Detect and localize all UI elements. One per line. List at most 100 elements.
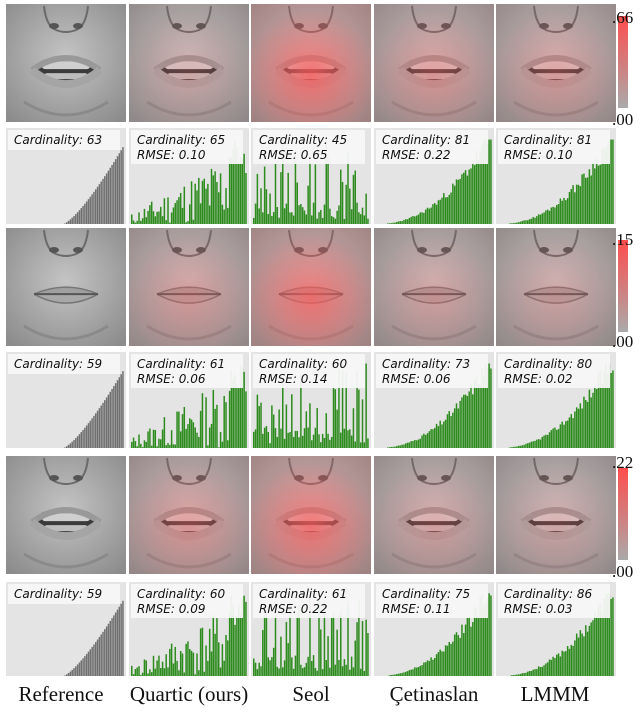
histogram-bar bbox=[352, 667, 355, 676]
histogram-bar bbox=[482, 139, 485, 224]
histogram-bar bbox=[280, 636, 282, 676]
histogram-bar bbox=[87, 651, 90, 676]
histogram-bar bbox=[100, 405, 102, 448]
histogram-bar bbox=[358, 212, 360, 224]
histogram-bar bbox=[479, 597, 481, 676]
histogram-bar bbox=[278, 668, 280, 676]
histogram-bar bbox=[245, 391, 247, 448]
histogram-bar bbox=[152, 429, 155, 448]
histogram-bar bbox=[414, 216, 416, 224]
histogram-bar bbox=[236, 384, 238, 448]
histogram-bar bbox=[82, 429, 84, 448]
histogram-bar bbox=[473, 379, 476, 448]
histogram-bar bbox=[554, 427, 556, 448]
histogram-bar bbox=[581, 633, 583, 676]
histogram-bar bbox=[294, 430, 297, 448]
histogram-bar bbox=[361, 399, 364, 448]
histogram-bar bbox=[486, 367, 489, 448]
histogram-bar bbox=[453, 634, 456, 676]
histogram-bar bbox=[172, 207, 175, 224]
histogram-bar bbox=[486, 598, 489, 676]
histogram-bar bbox=[265, 612, 268, 676]
histogram-bar bbox=[256, 669, 259, 676]
histogram-bar bbox=[399, 445, 402, 448]
histogram-bar bbox=[565, 200, 567, 224]
histogram-bar bbox=[541, 666, 544, 676]
histogram-bar bbox=[69, 671, 72, 676]
histogram-bar bbox=[548, 432, 551, 448]
histogram-bar bbox=[432, 659, 434, 676]
histogram-bar bbox=[466, 617, 469, 676]
histogram-bar bbox=[276, 666, 279, 676]
histogram-bar bbox=[187, 424, 189, 448]
histogram-bar bbox=[575, 633, 578, 676]
histogram-bar bbox=[463, 394, 465, 448]
histogram-bar bbox=[595, 157, 598, 224]
histogram-bar bbox=[548, 210, 551, 224]
histogram-bar bbox=[394, 446, 396, 448]
histogram-bar bbox=[214, 171, 216, 224]
histogram-bar bbox=[105, 626, 108, 676]
histogram-bar bbox=[201, 393, 204, 448]
histogram-bar bbox=[260, 666, 262, 676]
histogram-bar bbox=[147, 431, 149, 448]
face-render bbox=[374, 456, 494, 574]
histogram-bar bbox=[446, 414, 449, 448]
histogram-bar bbox=[176, 660, 178, 676]
histogram-bar bbox=[490, 139, 492, 224]
face-render bbox=[6, 456, 126, 574]
histogram-bar bbox=[452, 412, 454, 448]
histogram-bar bbox=[386, 223, 389, 224]
histogram-bar bbox=[263, 166, 266, 224]
histogram-bar bbox=[140, 443, 142, 448]
histogram-bar bbox=[178, 670, 180, 676]
histogram-bar bbox=[218, 192, 220, 224]
histogram-bar bbox=[66, 222, 68, 224]
histogram-bar bbox=[232, 605, 235, 676]
histogram-bar bbox=[113, 615, 115, 676]
histogram-bar bbox=[82, 205, 84, 224]
histogram-bar bbox=[583, 636, 585, 676]
histogram-bar bbox=[463, 633, 465, 676]
histogram-bar bbox=[415, 440, 418, 448]
histogram-bar bbox=[167, 667, 169, 676]
histogram-bar bbox=[566, 645, 569, 676]
histogram-bar bbox=[444, 419, 447, 448]
histogram-bar bbox=[104, 176, 106, 224]
histogram-bar bbox=[274, 607, 277, 676]
column-label-quartic: Quartic (ours) bbox=[129, 682, 249, 706]
histogram-bar bbox=[466, 175, 469, 224]
histogram-bar bbox=[309, 403, 311, 448]
rmse-label: RMSE: 0.65 bbox=[259, 148, 327, 162]
histogram-bar bbox=[296, 430, 299, 448]
histogram-bar bbox=[510, 675, 513, 676]
histogram-bar bbox=[592, 161, 594, 224]
histogram-bar bbox=[334, 389, 337, 448]
histogram-bar bbox=[601, 149, 603, 224]
histogram-bar bbox=[597, 165, 600, 224]
histogram-bar bbox=[395, 221, 398, 224]
histogram-bar bbox=[305, 214, 308, 224]
histogram-bar bbox=[292, 436, 295, 448]
histogram-bar bbox=[414, 439, 416, 448]
histogram-bar bbox=[71, 441, 73, 448]
histogram-bar bbox=[424, 662, 427, 676]
histogram-bar bbox=[289, 431, 291, 448]
histogram-bar bbox=[347, 430, 349, 448]
histogram-bar bbox=[356, 202, 358, 224]
histogram-bar bbox=[338, 659, 340, 676]
histogram-bar bbox=[118, 606, 121, 676]
histogram-bar bbox=[105, 397, 108, 448]
histogram-bar bbox=[269, 443, 271, 448]
face-render bbox=[374, 4, 494, 122]
histogram-bar bbox=[245, 601, 247, 676]
histogram-bar bbox=[78, 434, 81, 448]
histogram-bar bbox=[134, 668, 137, 676]
color-scale-bar bbox=[618, 16, 628, 108]
histogram-bar bbox=[190, 419, 193, 448]
histogram-bar bbox=[464, 170, 467, 224]
histogram-bar bbox=[336, 210, 338, 224]
histogram-bar bbox=[336, 409, 338, 448]
histogram-bar bbox=[262, 630, 264, 676]
